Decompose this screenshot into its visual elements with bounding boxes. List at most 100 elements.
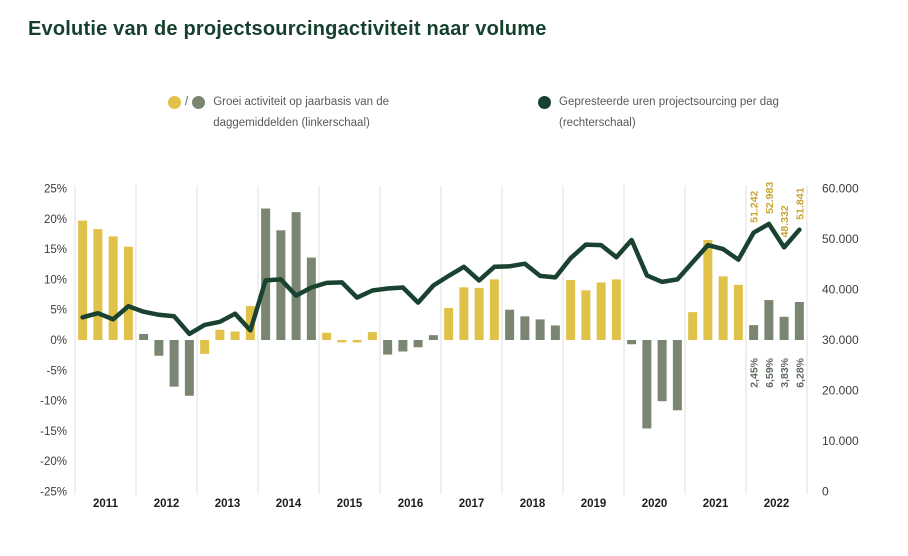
gray-bar-legend-dot-icon — [192, 96, 206, 109]
right-axis-tick: 20.000 — [822, 384, 859, 398]
left-axis-tick: 10% — [44, 274, 67, 286]
bar-2022-Q2 — [764, 300, 774, 340]
year-label-2014: 2014 — [276, 498, 302, 510]
left-axis-tick: 5% — [50, 305, 67, 317]
year-label-2021: 2021 — [703, 498, 729, 510]
bar-2021-Q4 — [733, 284, 743, 340]
bar-2017-Q3 — [474, 287, 484, 340]
bar-2021-Q2 — [703, 240, 713, 340]
legend-item-hours: Gepresteerde uren projectsourcing per da… — [538, 92, 817, 134]
bar-2011-Q3 — [108, 236, 118, 340]
bar-2014-Q1 — [261, 208, 271, 340]
bar-2013-Q3 — [230, 331, 240, 340]
right-axis-tick: 10.000 — [822, 434, 859, 448]
green-line-legend-dot-icon — [538, 96, 551, 109]
bar-2022-Q1 — [749, 325, 759, 340]
bar-2015-Q1 — [322, 332, 332, 340]
yellow-bar-legend-dot-icon — [168, 96, 181, 109]
bar-2014-Q4 — [306, 257, 316, 340]
right-axis-tick: 0 — [822, 485, 829, 499]
bar-2015-Q2 — [337, 340, 347, 343]
bar-2018-Q4 — [550, 325, 560, 340]
left-axis-tick: -15% — [40, 426, 67, 438]
bar-2022-Q4 — [794, 301, 804, 340]
bar-2016-Q4 — [428, 335, 438, 340]
bar-2019-Q4 — [611, 279, 621, 340]
year-label-2015: 2015 — [337, 498, 363, 510]
bar-2019-Q3 — [596, 282, 606, 340]
legend-separator: / — [185, 96, 189, 108]
bar-2012-Q3 — [169, 340, 179, 387]
left-axis-tick: -25% — [40, 487, 67, 499]
left-axis-tick: 25% — [44, 184, 67, 196]
year-gridlines — [74, 185, 808, 495]
bar-2011-Q2 — [93, 229, 103, 340]
line-value-label-2022-Q2: 52.983 — [764, 182, 776, 214]
line-value-label-2022-Q4: 51.841 — [794, 187, 806, 219]
year-label-2016: 2016 — [398, 498, 424, 510]
bar-2016-Q2 — [398, 340, 408, 352]
year-labels: 2011 2012 2013 2014 2015 2016 2017 2018 2019 2020… — [93, 498, 789, 510]
right-axis-tick: 30.000 — [822, 333, 859, 347]
bar-2018-Q1 — [505, 309, 515, 340]
bar-2016-Q3 — [413, 340, 423, 348]
bar-2015-Q4 — [367, 332, 377, 340]
left-axis-ticks: 25% 20% 15% 10% 5% 0% -5% -10% -15% -20% -25% — [40, 184, 67, 499]
year-label-2020: 2020 — [642, 498, 668, 510]
bar-value-label-2022-Q2: 6,59% — [764, 357, 776, 387]
left-axis-tick: -20% — [40, 456, 67, 468]
bar-2021-Q1 — [688, 312, 698, 340]
bar-2020-Q2 — [642, 340, 652, 429]
bar-2019-Q1 — [566, 280, 576, 340]
bar-value-label-2022-Q3: 3,83% — [779, 357, 791, 387]
right-axis-tick: 60.000 — [822, 182, 859, 196]
bar-2018-Q3 — [535, 319, 545, 340]
bar-2017-Q4 — [489, 279, 499, 340]
bar-2017-Q1 — [444, 307, 454, 340]
bar-2011-Q1 — [78, 220, 88, 340]
bar-2014-Q2 — [276, 230, 286, 340]
bar-2016-Q1 — [383, 340, 393, 355]
year-label-2019: 2019 — [581, 498, 607, 510]
bar-2012-Q2 — [154, 340, 164, 356]
year-label-2017: 2017 — [459, 498, 485, 510]
bar-2013-Q2 — [215, 329, 225, 340]
right-axis-tick: 40.000 — [822, 283, 859, 297]
bar-2012-Q4 — [184, 340, 194, 396]
bar-2017-Q2 — [459, 287, 469, 340]
bar-value-label-2022-Q4: 6,28% — [794, 357, 806, 387]
bar-2013-Q1 — [200, 340, 210, 354]
bar-2015-Q3 — [352, 340, 362, 343]
page-title: Evolutie van de projectsourcingactivitei… — [28, 18, 547, 40]
left-axis-tick: 20% — [44, 214, 67, 226]
bar-value-label-2022-Q1: 2,45% — [749, 357, 761, 387]
left-axis-tick: -10% — [40, 396, 67, 408]
bar-2022-Q3 — [779, 316, 789, 340]
year-label-2013: 2013 — [215, 498, 241, 510]
bar-2011-Q4 — [123, 246, 133, 340]
bar-2020-Q3 — [657, 340, 667, 402]
left-axis-tick: -5% — [47, 365, 67, 377]
legend-label-growth: Groei activiteit op jaarbasis van de dag… — [213, 96, 389, 129]
legend-item-growth: / Groei activiteit op jaarbasis van de d… — [168, 92, 431, 134]
bar-2021-Q3 — [718, 276, 728, 340]
bar-2020-Q4 — [672, 340, 682, 411]
right-axis-tick: 50.000 — [822, 232, 859, 246]
year-label-2022: 2022 — [764, 498, 790, 510]
bar-2014-Q3 — [291, 212, 301, 340]
year-label-2011: 2011 — [93, 498, 119, 510]
line-value-label-2022-Q1: 51.242 — [749, 190, 761, 222]
right-axis-ticks: 60.000 50.000 40.000 30.000 20.000 10.000 0 — [822, 182, 859, 499]
left-axis-tick: 0% — [50, 335, 67, 347]
bar-2019-Q2 — [581, 290, 591, 340]
bar-2020-Q1 — [627, 340, 637, 345]
year-label-2012: 2012 — [154, 498, 180, 510]
bar-2012-Q1 — [139, 333, 149, 340]
left-axis-tick: 15% — [44, 244, 67, 256]
bar-2018-Q2 — [520, 316, 530, 340]
year-label-2018: 2018 — [520, 498, 546, 510]
line-value-label-2022-Q3: 48.332 — [779, 205, 791, 237]
hours-per-day-line — [80, 221, 802, 337]
